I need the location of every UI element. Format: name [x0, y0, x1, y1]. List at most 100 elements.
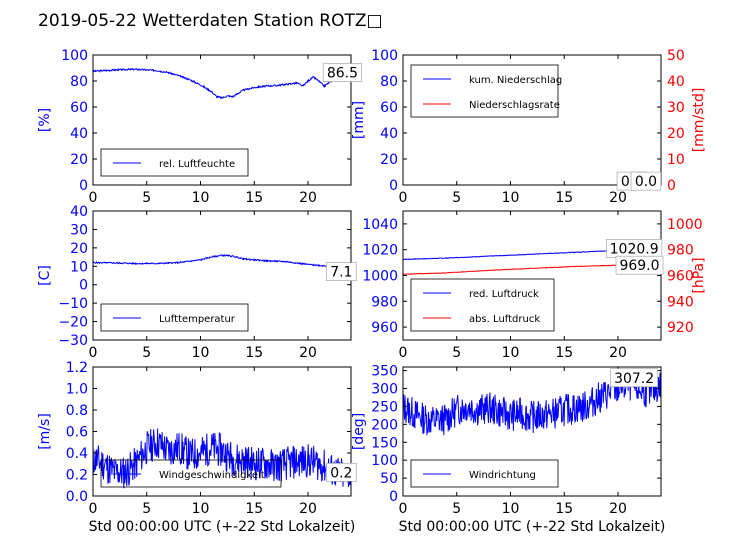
x-tick-label: 20: [609, 190, 627, 206]
x-tick-label: 5: [142, 190, 151, 206]
x-tick-label: 15: [245, 501, 263, 517]
y-tick-label: 20: [70, 152, 88, 168]
legend: Lufttemperatur: [100, 303, 249, 332]
y-tick-label: 0: [79, 178, 88, 194]
y-tick-label: 20: [70, 241, 88, 257]
x-tick-label: 5: [452, 345, 461, 361]
y-tick-label: 100: [61, 48, 88, 64]
legend-box: [410, 278, 555, 332]
legend: Windgeschwindigkeit: [100, 459, 282, 488]
x-tick-label: 20: [299, 190, 317, 206]
annotation-text: 307.2: [614, 371, 654, 387]
y-axis-label: [mm]: [351, 101, 367, 139]
y-tick-label: 0: [79, 278, 88, 294]
y-tick-label: 30: [70, 222, 88, 238]
x-tick-label: 0: [89, 501, 98, 517]
y-tick-label: 10: [70, 259, 88, 275]
x-tick-label: 0: [399, 345, 408, 361]
x-tick-label: 15: [245, 190, 263, 206]
annotation-text: 7.1: [330, 265, 352, 281]
y2-tick-label: 40: [667, 74, 685, 90]
plot-frame: [92, 54, 352, 186]
y2-tick-label: 920: [667, 320, 694, 336]
y-tick-label: 40: [380, 126, 398, 142]
x-tick-label: 20: [299, 501, 317, 517]
x-tick-label: 0: [399, 190, 408, 206]
y2-tick-label: 980: [667, 243, 694, 259]
x-tick-label: 10: [192, 190, 210, 206]
annotation-text: 1020.9: [610, 241, 659, 257]
y-tick-label: 0.8: [66, 403, 88, 419]
y-axis-label: [deg]: [351, 413, 367, 450]
value-annotation: 969.0: [615, 255, 664, 275]
x-tick-label: 5: [142, 345, 151, 361]
x-tick-label: 20: [609, 501, 627, 517]
y-tick-label: 0.6: [66, 425, 88, 441]
y-tick-label: 80: [70, 74, 88, 90]
legend-box: [100, 459, 282, 488]
y2-tick-label: 50: [667, 48, 685, 64]
annotation-text: 969.0: [619, 258, 659, 274]
x-tick-label: 15: [555, 190, 573, 206]
x-tick-label: 10: [502, 501, 520, 517]
value-annotation: 0.0: [630, 171, 662, 191]
legend-label: abs. Luftdruck: [469, 314, 540, 325]
value-annotation: 0.2: [326, 463, 357, 482]
annotation-text: 86.5: [327, 66, 358, 82]
y-tick-label: −20: [58, 315, 88, 331]
x-tick-label: 20: [609, 345, 627, 361]
panel-pressure: 0 5 10 15 20 960 980 1000 1020 1040 920 940 960 980 10…: [362, 210, 707, 361]
legend-label: Niederschlagsrate: [469, 100, 560, 111]
x-tick-label: 0: [89, 345, 98, 361]
y-tick-label: 0: [389, 489, 398, 505]
value-annotation: 1020.9: [606, 239, 663, 258]
x-tick-label: 15: [245, 345, 263, 361]
y-tick-label: 0.2: [66, 468, 88, 484]
value-annotation: 7.1: [326, 262, 357, 281]
x-tick-label: 0: [399, 501, 408, 517]
y-tick-label: 40: [70, 126, 88, 142]
y-tick-label: 60: [70, 100, 88, 116]
y-tick-label: 200: [371, 417, 398, 433]
legend: Windrichtung: [410, 459, 559, 488]
y-tick-label: −10: [58, 296, 88, 312]
y-tick-label: 1020: [362, 243, 398, 259]
figure-title: 2019-05-22 Wetterdaten Station ROTZ□: [38, 11, 383, 31]
x-tick-label: 15: [555, 501, 573, 517]
series-line-winddirection-0: [403, 369, 661, 436]
x-axis-label: Std 00:00:00 UTC (+-22 Std Lokalzeit): [89, 519, 356, 535]
y-tick-label: 350: [371, 364, 398, 380]
annotation-text: 0.2: [330, 465, 352, 481]
legend: kum. Niederschlag Niederschlagsrate: [410, 64, 562, 118]
y-axis-label: [m/s]: [37, 413, 53, 450]
y-tick-label: −30: [58, 333, 88, 349]
y-tick-label: 50: [380, 471, 398, 487]
y-tick-label: 100: [371, 453, 398, 469]
legend-label: rel. Luftfeuchte: [159, 159, 235, 170]
legend-label: red. Luftdruck: [469, 289, 539, 300]
y-tick-label: 60: [380, 100, 398, 116]
y-tick-label: 1.2: [66, 360, 88, 376]
series-line-humidity-0: [93, 67, 351, 100]
y-tick-label: 0: [389, 178, 398, 194]
y-tick-label: 20: [380, 152, 398, 168]
annotation-box: [610, 368, 658, 388]
x-tick-label: 10: [502, 345, 520, 361]
y2-tick-label: 20: [667, 126, 685, 142]
y2-tick-label: 1000: [667, 217, 703, 233]
y-tick-label: 150: [371, 435, 398, 451]
legend-label: Windrichtung: [469, 470, 536, 481]
y-tick-label: 250: [371, 399, 398, 415]
annotation-box: [326, 463, 357, 482]
panel-windspeed: 0 5 10 15 20 0.0 0.2 0.4 0.6 0.8 1.0 1.2 [m/s] Std 00…: [37, 360, 357, 535]
plot-frame: [402, 54, 662, 186]
x-tick-label: 5: [452, 501, 461, 517]
y-axis-label: [C]: [37, 265, 53, 286]
series-line-temperature-0: [93, 253, 351, 271]
y-tick-label: 1.0: [66, 382, 88, 398]
value-annotation: 307.2: [610, 368, 658, 388]
annotation-box: [615, 255, 664, 275]
